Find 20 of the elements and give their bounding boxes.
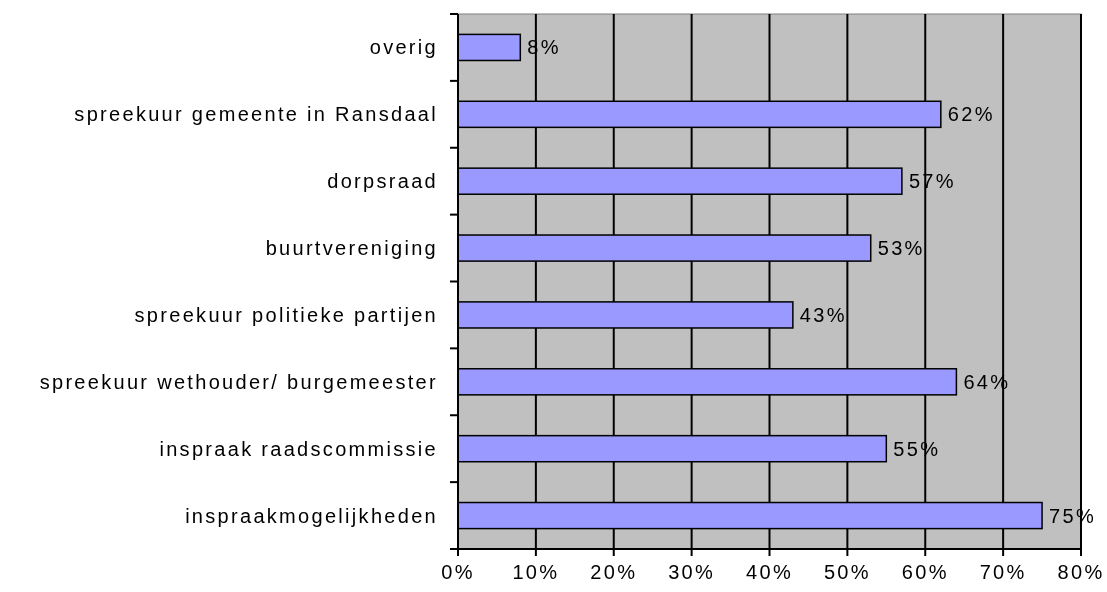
y-tick-label: inspraakmogelijkheden [185,504,438,527]
x-tick-label: 60% [901,561,949,583]
y-tick-label: spreekuur wethouder/ burgemeester [39,370,438,393]
data-label: 53% [877,237,925,260]
y-tick-label: overig [369,36,438,59]
y-tick-label: spreekuur politieke partijen [134,303,438,326]
y-tick-label: spreekuur gemeente in Ransdaal [74,103,438,126]
x-tick-label: 10% [512,561,560,583]
x-tick-label: 70% [979,561,1027,583]
x-tick-label: 80% [1057,561,1105,583]
x-tick-label: 30% [668,561,716,583]
data-label: 43% [799,303,847,326]
x-tick-label: 20% [590,561,638,583]
data-label: 62% [947,103,995,126]
x-tick-label: 0% [441,561,475,583]
y-tick-label: buurtvereniging [265,237,438,260]
x-tick-label: 50% [823,561,871,583]
y-tick-label: dorpsraad [327,170,438,193]
y-tick-label: inspraak raadscommissie [159,437,438,460]
x-tick-label: 40% [746,561,793,583]
